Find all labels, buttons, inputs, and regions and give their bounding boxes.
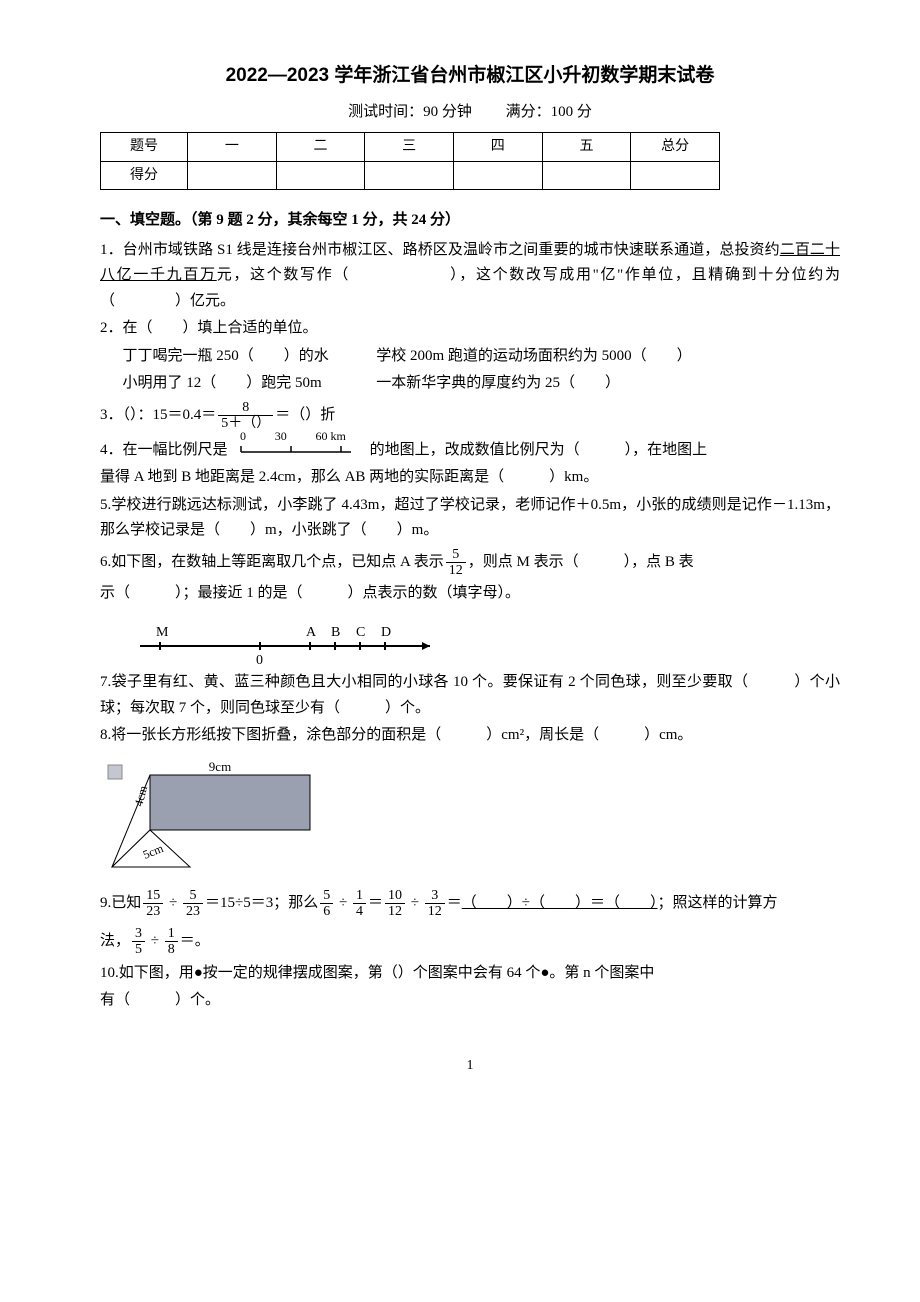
time-info: 测试时间：90 分钟 [348, 104, 472, 120]
blank-cell [631, 161, 720, 190]
frac-3-12: 312 [425, 888, 445, 920]
number-line-svg: M 0 A B C D [130, 616, 450, 666]
axis-D: D [381, 625, 391, 640]
question-1: 1．台州市域铁路 S1 线是连接台州市椒江区、路桥区及温岭市之间重要的城市快速联… [100, 238, 840, 315]
fold-figure: 9cm 4cm 5cm [100, 757, 320, 877]
axis-C: C [356, 625, 365, 640]
scale-60: 60 km [316, 429, 346, 443]
question-8: 8.将一张长方形纸按下图折叠，涂色部分的面积是（ ）cm²，周长是（ ）cm。 [100, 723, 840, 749]
axis-M: M [156, 625, 169, 640]
header-cell: 总分 [631, 132, 720, 161]
question-7: 7.袋子里有红、黄、蓝三种颜色且大小相同的小球各 10 个。要保证有 2 个同色… [100, 670, 840, 721]
question-10: 10.如下图，用●按一定的规律摆成图案，第（）个图案中会有 64 个●。第 n … [100, 961, 840, 987]
question-10b: 有（ ）个。 [100, 988, 840, 1014]
row-label: 得分 [101, 161, 188, 190]
question-4b: 量得 A 地到 B 地距离是 2.4cm，那么 AB 两地的实际距离是（ ）km… [100, 465, 840, 491]
q6-fraction: 512 [446, 547, 466, 579]
header-cell: 四 [453, 132, 542, 161]
table-row: 得分 [101, 161, 720, 190]
exam-title: 2022—2023 学年浙江省台州市椒江区小升初数学期末试卷 [100, 60, 840, 92]
header-cell: 二 [276, 132, 365, 161]
eq2: ＝ [447, 895, 462, 911]
fraction-num: 8 [218, 400, 273, 416]
frac-1-8: 18 [165, 926, 178, 958]
header-cell: 五 [542, 132, 631, 161]
fraction-den: 12 [446, 563, 466, 578]
div-sign: ÷ [165, 895, 181, 911]
q9-head: 9.已知 [100, 895, 141, 911]
frac-5-23: 523 [183, 888, 203, 920]
div-sign: ÷ [335, 895, 351, 911]
q4-head: 4．在一幅比例尺是 [100, 442, 228, 458]
q6-mid: ，则点 M 表示（ ），点 B 表 [468, 554, 694, 570]
q9-e: 法， [100, 933, 130, 949]
scale-0: 0 [240, 429, 246, 443]
blank-cell [453, 161, 542, 190]
q9-tail: ＝。 [180, 933, 210, 949]
score-table: 题号 一 二 三 四 五 总分 得分 [100, 132, 720, 191]
blank-cell [365, 161, 454, 190]
question-3: 3．（）：15＝0.4＝85＋（）＝（）折 [100, 399, 840, 432]
blank-cell [188, 161, 277, 190]
question-6: 6.如下图，在数轴上等距离取几个点，已知点 A 表示512，则点 M 表示（ ）… [100, 546, 840, 579]
header-cell: 三 [365, 132, 454, 161]
q2a: 丁丁喝完一瓶 250（ ）的水 [123, 344, 373, 370]
axis-A: A [306, 625, 317, 640]
question-2-line1: 丁丁喝完一瓶 250（ ）的水 学校 200m 跑道的运动场面积约为 5000（… [100, 344, 840, 370]
q1-text: 1．台州市域铁路 S1 线是连接台州市椒江区、路桥区及温岭市之间重要的城市快速联… [100, 242, 780, 258]
q6-head: 6.如下图，在数轴上等距离取几个点，已知点 A 表示 [100, 554, 444, 570]
table-row: 题号 一 二 三 四 五 总分 [101, 132, 720, 161]
blank-cell [276, 161, 365, 190]
question-5: 5.学校进行跳远达标测试，小李跳了 4.43m，超过了学校记录，老师记作＋0.5… [100, 493, 840, 544]
scale-30: 30 [275, 429, 287, 443]
q9-underline: （ ）÷（ ）＝（ ） [462, 895, 658, 911]
exam-subtitle: 测试时间：90 分钟 满分：100 分 [100, 100, 840, 126]
question-4: 4．在一幅比例尺是 0 30 60 km 的地图上，改成数值比例尺为（ ），在地… [100, 434, 840, 464]
q3-head: 3．（）：15＝0.4＝ [100, 407, 216, 423]
frac-5-6: 56 [320, 888, 333, 920]
fullscore-info: 满分：100 分 [506, 104, 592, 120]
q3-fraction: 85＋（） [218, 400, 273, 432]
blank-cell [542, 161, 631, 190]
header-cell: 题号 [101, 132, 188, 161]
axis-0: 0 [256, 653, 263, 666]
question-9: 9.已知1523 ÷ 523＝15÷5＝3；那么56 ÷ 14＝1012 ÷ 3… [100, 885, 840, 921]
q2d: 一本新华字典的厚度约为 25（ ） [376, 375, 620, 391]
fold-svg: 9cm 4cm 5cm [100, 757, 320, 877]
number-line-figure: M 0 A B C D [130, 616, 840, 666]
q4-mid: 的地图上，改成数值比例尺为（ ），在地图上 [370, 442, 708, 458]
fraction-num: 5 [446, 547, 466, 563]
q3-tail: ＝（）折 [275, 407, 335, 423]
frac-10-12: 1012 [385, 888, 405, 920]
div-sign: ÷ [147, 933, 163, 949]
q9-b: ＝15÷5＝3；那么 [205, 895, 318, 911]
question-2-line2: 小明用了 12（ ）跑完 50m 一本新华字典的厚度约为 25（ ） [100, 371, 840, 397]
question-9b: 法，35 ÷ 18＝。 [100, 923, 840, 959]
q2b: 学校 200m 跑道的运动场面积约为 5000（ ） [376, 348, 691, 364]
section-1-header: 一、填空题。（第 9 题 2 分，其余每空 1 分，共 24 分） [100, 208, 840, 234]
frac-3-5: 35 [132, 926, 145, 958]
header-cell: 一 [188, 132, 277, 161]
svg-text:9cm: 9cm [209, 759, 231, 774]
frac-15-23: 1523 [143, 888, 163, 920]
q9-d: ；照这样的计算方 [657, 895, 777, 911]
question-6b: 示（ ）；最接近 1 的是（ ）点表示的数（填字母）。 [100, 581, 840, 607]
div-sign: ÷ [407, 895, 423, 911]
eq: ＝ [368, 895, 383, 911]
frac-1-4: 14 [353, 888, 366, 920]
q2c: 小明用了 12（ ）跑完 50m [123, 371, 373, 397]
question-2: 2．在（ ）填上合适的单位。 [100, 316, 840, 342]
axis-B: B [331, 625, 340, 640]
page-number: 1 [100, 1054, 840, 1078]
